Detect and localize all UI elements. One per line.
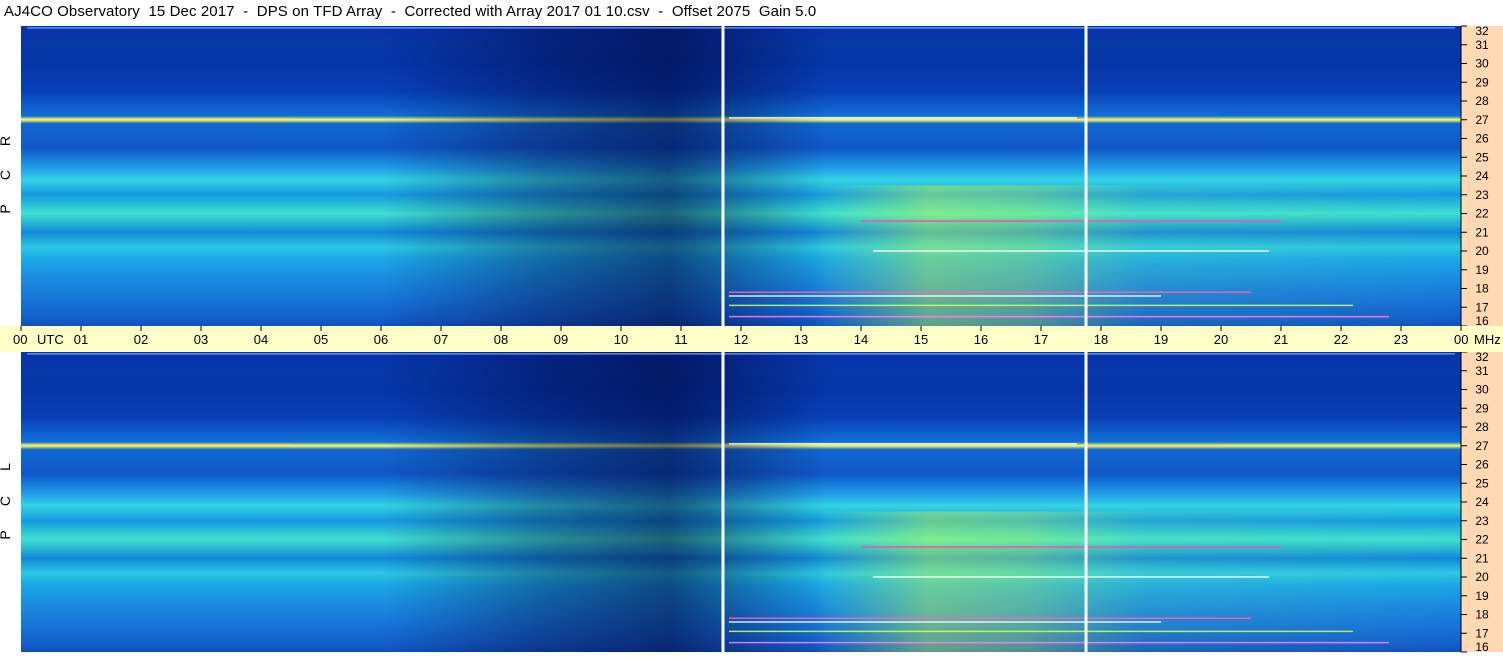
time-tick-label: 05: [314, 332, 328, 347]
frequency-axis-strip: [1461, 352, 1503, 652]
time-tick-label: 17: [1034, 332, 1048, 347]
data-gap-line: [721, 26, 725, 326]
time-tick-label: 00: [13, 332, 27, 347]
frequency-tick-label: 17: [1475, 300, 1489, 314]
frequency-tick-label: 22: [1475, 533, 1489, 547]
time-tick-label: 13: [794, 332, 808, 347]
utc-label: UTC: [37, 332, 64, 347]
time-tick-label: 16: [974, 332, 988, 347]
time-tick-label: 02: [134, 332, 148, 347]
frequency-tick-label: 23: [1475, 188, 1489, 202]
time-tick-label: 08: [494, 332, 508, 347]
time-tick-label: 14: [854, 332, 868, 347]
time-tick-label: 10: [614, 332, 628, 347]
time-tick-label: 03: [194, 332, 208, 347]
frequency-tick-label: 26: [1475, 458, 1489, 472]
frequency-tick-label: 21: [1475, 225, 1489, 239]
frequency-tick-label: 20: [1475, 244, 1489, 258]
frequency-tick-label: 21: [1475, 551, 1489, 565]
channel-label-letter: P: [0, 530, 13, 539]
heatmap-high-intensity: [21, 185, 1461, 326]
chart-title: AJ4CO Observatory 15 Dec 2017 - DPS on T…: [4, 3, 817, 20]
channel-label-letter: L: [0, 463, 13, 471]
time-tick-label: 23: [1394, 332, 1408, 347]
channel-label-letter: P: [0, 204, 13, 213]
time-tick-label: 18: [1094, 332, 1108, 347]
time-tick-label: 04: [254, 332, 268, 347]
frequency-tick-label: 22: [1475, 207, 1489, 221]
frequency-tick-label: 27: [1475, 439, 1489, 453]
frequency-tick-label: 19: [1475, 263, 1489, 277]
frequency-tick-label: 24: [1475, 495, 1489, 509]
frequency-tick-label: 16: [1475, 640, 1489, 654]
frequency-tick-label: 19: [1475, 589, 1489, 603]
time-tick-label: 15: [914, 332, 928, 347]
time-tick-label: 21: [1274, 332, 1288, 347]
frequency-tick-label: 26: [1475, 132, 1489, 146]
frequency-tick-label: 18: [1475, 282, 1489, 296]
data-gap-line: [1084, 26, 1088, 326]
frequency-tick-label: 28: [1475, 420, 1489, 434]
time-tick-label: 06: [374, 332, 388, 347]
time-tick-label: 12: [734, 332, 748, 347]
frequency-tick-label: 18: [1475, 608, 1489, 622]
time-tick-label: 01: [74, 332, 88, 347]
frequency-tick-label: 30: [1475, 383, 1489, 397]
time-tick-label: 20: [1214, 332, 1228, 347]
time-tick-label: 11: [674, 332, 688, 347]
time-tick-label: 09: [554, 332, 568, 347]
frequency-tick-label: 27: [1475, 113, 1489, 127]
frequency-tick-label: 29: [1475, 401, 1489, 415]
frequency-tick-label: 31: [1475, 38, 1489, 52]
time-tick-label: 22: [1334, 332, 1348, 347]
frequency-tick-label: 17: [1475, 626, 1489, 640]
frequency-axis-strip: [1461, 26, 1503, 326]
heatmap-high-intensity: [21, 511, 1461, 652]
time-tick-label: 07: [434, 332, 448, 347]
frequency-tick-label: 28: [1475, 94, 1489, 108]
frequency-tick-label: 29: [1475, 75, 1489, 89]
frequency-tick-label: 31: [1475, 364, 1489, 378]
time-tick-label: 19: [1154, 332, 1168, 347]
frequency-tick-label: 24: [1475, 169, 1489, 183]
frequency-tick-label: 25: [1475, 150, 1489, 164]
frequency-tick-label: 25: [1475, 476, 1489, 490]
channel-label-letter: R: [0, 136, 13, 146]
frequency-tick-label: 16: [1475, 314, 1489, 328]
time-axis-strip: [0, 326, 1503, 352]
channel-label-letter: C: [0, 170, 13, 180]
frequency-tick-label: 32: [1475, 350, 1489, 364]
mhz-label: MHz: [1474, 332, 1501, 347]
time-tick-label: 00: [1454, 332, 1468, 347]
spectrogram-panel-lcp: [21, 352, 1461, 652]
data-gap-line: [721, 352, 725, 652]
frequency-tick-label: 30: [1475, 57, 1489, 71]
frequency-tick-label: 32: [1475, 24, 1489, 38]
spectrogram-panel-rcp: [21, 26, 1461, 326]
frequency-tick-label: 23: [1475, 514, 1489, 528]
data-gap-line: [1084, 352, 1088, 652]
frequency-tick-label: 20: [1475, 570, 1489, 584]
channel-label-letter: C: [0, 496, 13, 506]
